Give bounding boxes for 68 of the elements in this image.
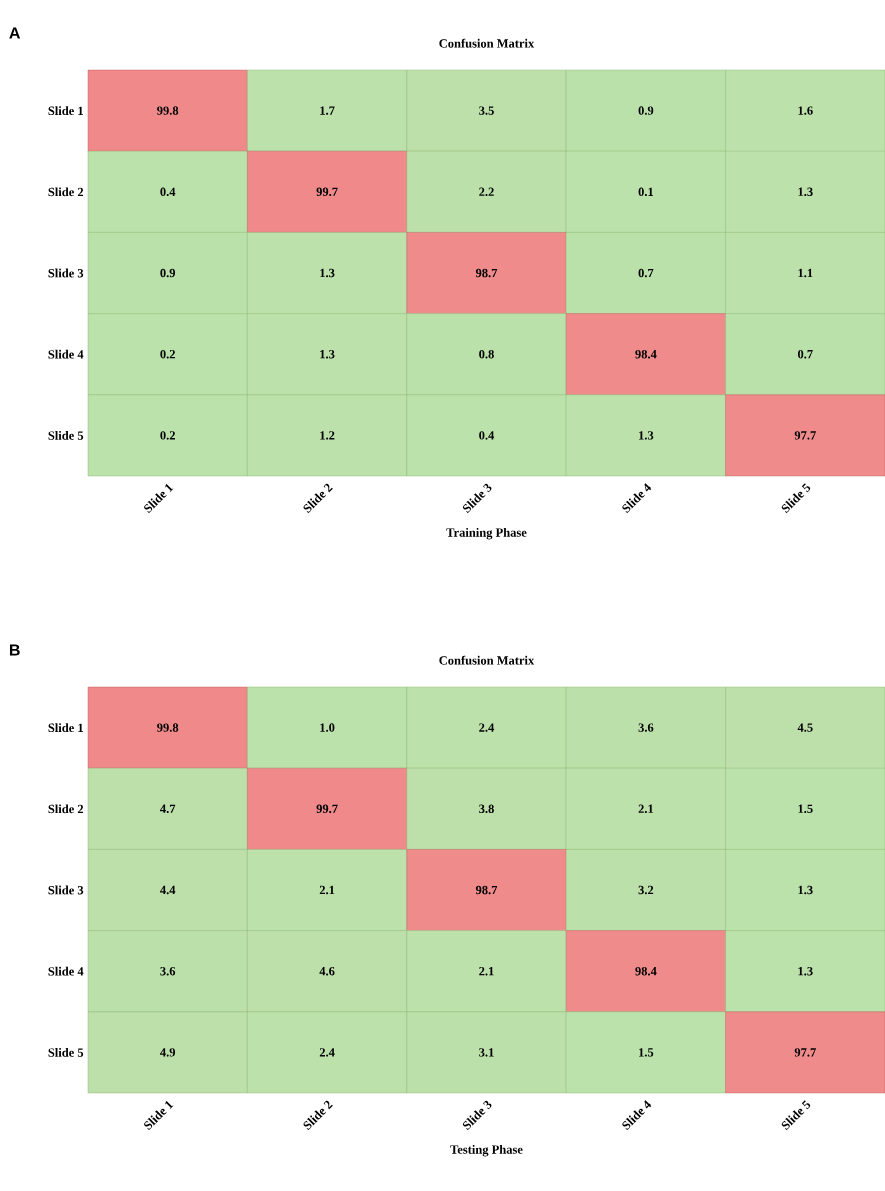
- data-label: 1.5: [638, 1048, 654, 1057]
- y-tick-label: Slide 1: [48, 106, 83, 116]
- data-label: 1.3: [798, 966, 813, 976]
- data-label: 2.1: [319, 885, 335, 895]
- data-label: 0.7: [797, 349, 813, 359]
- data-label: 2.4: [479, 723, 494, 732]
- data-label: 2.4: [319, 1048, 335, 1057]
- y-tick-label: Slide 4: [48, 966, 84, 976]
- data-label: 3.1: [479, 1048, 494, 1057]
- x-tick-label: Slide 4: [622, 1100, 652, 1130]
- data-label: 0.2: [160, 431, 175, 440]
- data-label: 4.4: [159, 885, 176, 895]
- data-label: 99.7: [316, 187, 338, 197]
- data-label: 2.1: [479, 966, 494, 976]
- data-label: 1.0: [320, 723, 335, 732]
- data-label: 1.3: [798, 885, 813, 895]
- data-label: 3.6: [160, 966, 176, 976]
- data-label: 0.7: [638, 268, 654, 278]
- x-axis-title: Training Phase: [446, 527, 527, 540]
- data-label: 1.1: [798, 268, 813, 278]
- y-tick-label: Slide 5: [48, 431, 84, 440]
- y-tick-label: Slide 2: [48, 804, 83, 814]
- data-label: 1.5: [798, 804, 813, 814]
- data-label: 1.7: [320, 106, 335, 115]
- text: A: [9, 27, 20, 39]
- data-label: 3.6: [638, 723, 654, 732]
- data-label: 98.4: [635, 966, 657, 976]
- data-label: 0.8: [479, 349, 494, 359]
- data-label: 3.2: [638, 885, 654, 895]
- y-tick-label: Slide 1: [48, 723, 83, 733]
- data-label: 3.5: [479, 106, 494, 115]
- text: B: [9, 644, 20, 656]
- data-label: 99.7: [316, 804, 338, 814]
- data-label: 3.8: [479, 804, 494, 814]
- data-label: 2.1: [638, 804, 653, 814]
- data-label: 1.3: [320, 349, 335, 359]
- data-label: 98.7: [475, 885, 498, 895]
- y-tick-label: Slide 2: [48, 187, 83, 197]
- data-label: 0.1: [638, 187, 653, 197]
- chart-title: Confusion Matrix: [439, 655, 535, 665]
- data-label: 97.7: [794, 431, 816, 440]
- data-label: 4.9: [159, 1048, 175, 1057]
- data-label: 0.9: [638, 106, 654, 115]
- data-label: 0.4: [160, 187, 176, 197]
- data-label: 0.9: [160, 268, 175, 278]
- x-tick-label: Slide 4: [622, 483, 652, 513]
- data-label: 99.8: [157, 106, 179, 115]
- data-label: 97.7: [794, 1048, 816, 1057]
- data-label: 99.8: [157, 723, 179, 732]
- y-tick-label: Slide 3: [48, 885, 84, 895]
- data-label: 1.2: [320, 431, 335, 440]
- data-label: 4.6: [319, 966, 335, 976]
- data-label: 1.3: [320, 268, 335, 278]
- data-label: 4.7: [159, 804, 176, 814]
- x-axis-title: Testing Phase: [450, 1144, 523, 1157]
- data-label: 4.5: [797, 723, 813, 732]
- data-label: 1.6: [798, 106, 813, 115]
- data-label: 98.7: [475, 268, 498, 278]
- y-tick-label: Slide 3: [48, 268, 84, 278]
- chart-title: Confusion Matrix: [439, 38, 535, 48]
- data-label: 1.3: [798, 187, 813, 197]
- data-label: 2.2: [479, 187, 494, 197]
- y-tick-label: Slide 4: [48, 349, 84, 359]
- data-label: 0.4: [479, 431, 494, 440]
- data-label: 1.3: [638, 431, 654, 440]
- y-tick-label: Slide 5: [48, 1048, 84, 1057]
- data-label: 98.4: [635, 349, 657, 359]
- data-label: 0.2: [160, 349, 175, 359]
